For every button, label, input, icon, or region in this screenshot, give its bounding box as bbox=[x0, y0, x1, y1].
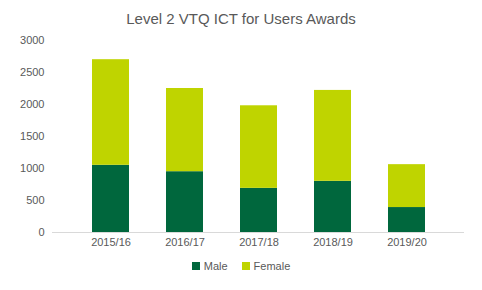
svg-text:2017/18: 2017/18 bbox=[239, 236, 279, 248]
svg-text:1000: 1000 bbox=[20, 162, 44, 174]
svg-text:3000: 3000 bbox=[20, 34, 44, 46]
svg-text:2015/16: 2015/16 bbox=[91, 236, 131, 248]
svg-text:2016/17: 2016/17 bbox=[165, 236, 205, 248]
svg-text:0: 0 bbox=[38, 226, 44, 238]
svg-text:1500: 1500 bbox=[20, 130, 44, 142]
svg-text:2018/19: 2018/19 bbox=[313, 236, 353, 248]
svg-text:2000: 2000 bbox=[20, 98, 44, 110]
html-text:Female: Female bbox=[253, 260, 291, 272]
svg-text:2500: 2500 bbox=[20, 66, 44, 78]
html-text:Level 2 VTQ ICT for Users Awar: Level 2 VTQ ICT for Users Awards bbox=[126, 10, 356, 27]
svg-text:500: 500 bbox=[26, 194, 44, 206]
svg-text:2019/20: 2019/20 bbox=[387, 236, 427, 248]
html-text:Male: Male bbox=[203, 260, 228, 272]
